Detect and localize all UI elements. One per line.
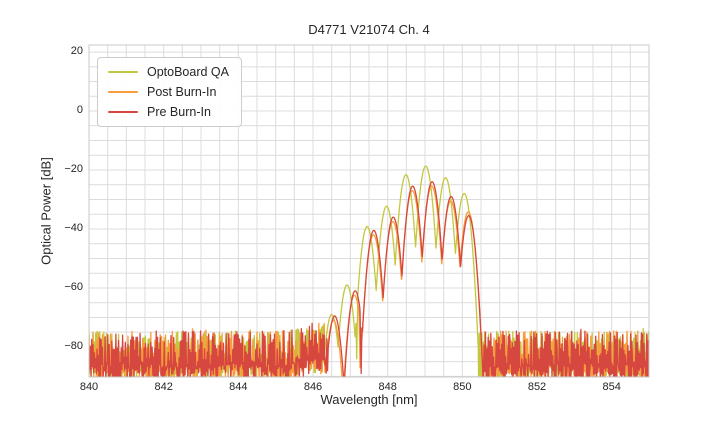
y-axis-label: Optical Power [dB] — [38, 157, 54, 265]
legend-item: Post Burn-In — [108, 85, 229, 99]
x-axis-label: Wavelength [nm] — [320, 392, 418, 407]
legend-line-swatch — [108, 90, 138, 94]
y-tick-label: −40 — [64, 221, 83, 234]
chart-title: D4771 V21074 Ch. 4 — [308, 22, 430, 37]
legend-label: Post Burn-In — [147, 85, 217, 99]
y-tick-label: 20 — [70, 45, 83, 58]
legend: OptoBoard QA Post Burn-In Pre Burn-In — [97, 57, 242, 127]
x-tick-label: 852 — [527, 381, 547, 393]
x-tick-label: 848 — [378, 381, 397, 393]
y-tick-label: −80 — [64, 339, 83, 352]
x-tick-label: 842 — [154, 381, 173, 393]
legend-label: Pre Burn-In — [147, 105, 211, 119]
y-tick-label: −60 — [64, 280, 83, 293]
y-tick-label: 0 — [76, 104, 83, 117]
legend-line-swatch — [108, 110, 138, 114]
x-tick-label: 846 — [303, 381, 323, 393]
legend-item: OptoBoard QA — [108, 65, 229, 79]
x-tick-label: 844 — [229, 381, 248, 393]
legend-item: Pre Burn-In — [108, 105, 229, 119]
y-tick-label: −20 — [64, 163, 83, 176]
x-tick-label: 840 — [79, 381, 99, 393]
legend-line-swatch — [108, 70, 138, 74]
x-tick-label: 850 — [453, 381, 472, 393]
legend-label: OptoBoard QA — [147, 65, 229, 79]
x-tick-label: 854 — [602, 381, 621, 393]
